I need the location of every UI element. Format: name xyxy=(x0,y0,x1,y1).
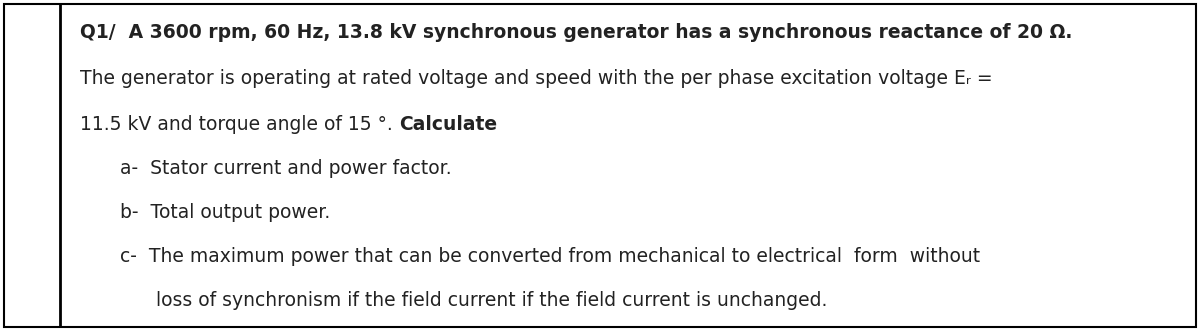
Text: b-  Total output power.: b- Total output power. xyxy=(120,204,330,222)
Text: Calculate: Calculate xyxy=(398,115,497,133)
Text: 11.5 kV and torque angle of 15 °.: 11.5 kV and torque angle of 15 °. xyxy=(80,115,398,133)
Text: c-  The maximum power that can be converted from mechanical to electrical  form : c- The maximum power that can be convert… xyxy=(120,248,980,266)
Text: The generator is operating at rated voltage and speed with the per phase excitat: The generator is operating at rated volt… xyxy=(80,69,992,87)
Text: loss of synchronism if the field current if the field current is unchanged.: loss of synchronism if the field current… xyxy=(120,292,827,310)
Text: Q1/  A 3600 rpm, 60 Hz, 13.8 kV synchronous generator has a synchronous reactanc: Q1/ A 3600 rpm, 60 Hz, 13.8 kV synchrono… xyxy=(80,24,1073,42)
Text: a-  Stator current and power factor.: a- Stator current and power factor. xyxy=(120,160,451,178)
